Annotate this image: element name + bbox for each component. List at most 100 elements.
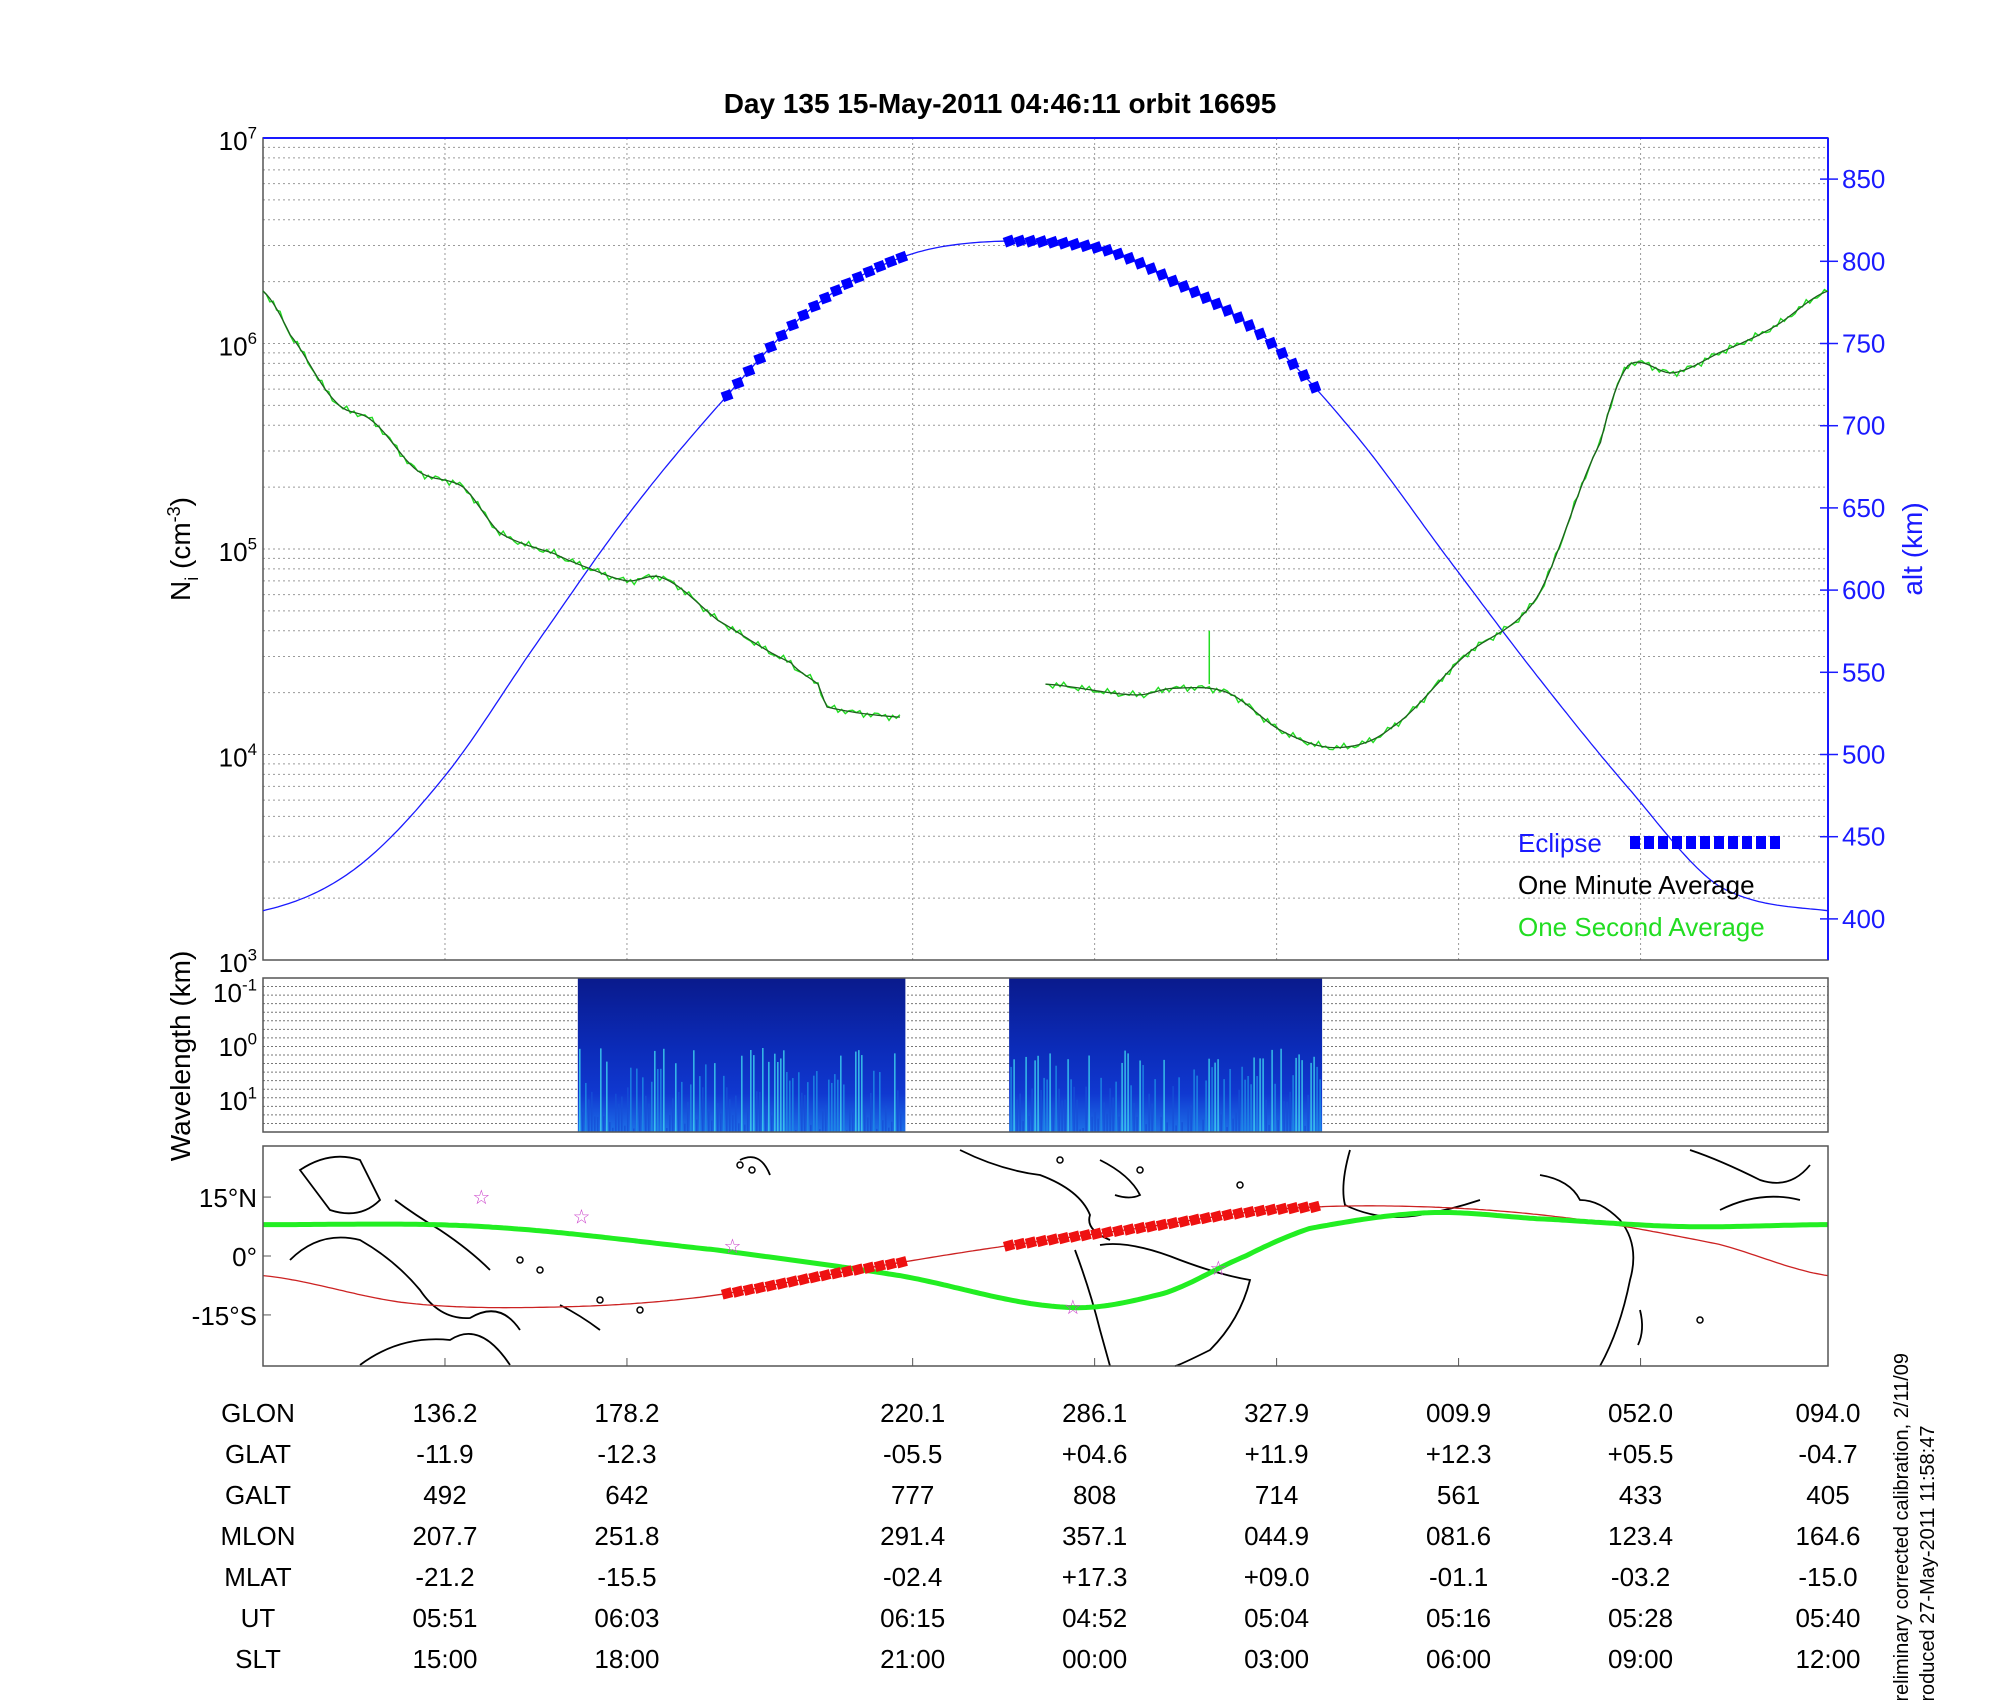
table-cell: 178.2 [594,1398,659,1428]
eclipse-marker [884,255,898,269]
eclipse-marker-map [1188,1213,1201,1226]
legend-eclipse-marker [1644,836,1654,849]
coastline [1689,1149,1811,1184]
coastline [739,1156,771,1176]
eclipse-marker [1144,262,1158,276]
legend-eclipse-marker [1770,836,1780,849]
table-cell: 06:15 [880,1603,945,1633]
y-tick-label: 105 [219,534,257,567]
right-tick-label: 450 [1842,822,1885,852]
table-cell: -04.7 [1798,1439,1857,1469]
star-marker: ☆ [1209,1258,1227,1280]
table-cell: -05.5 [883,1439,942,1469]
right-tick-label: 600 [1842,575,1885,605]
island [516,1256,524,1264]
eclipse-marker-map [1286,1201,1300,1215]
eclipse-marker-map [1265,1203,1278,1216]
table-cell: 136.2 [412,1398,477,1428]
table-cell: 433 [1619,1480,1662,1510]
table-cell: 044.9 [1244,1521,1309,1551]
table-cell: +09.0 [1244,1562,1310,1592]
eclipse-marker [1231,311,1245,325]
one-minute-average-line [262,290,900,718]
eclipse-marker-map [862,1261,876,1274]
legend-eclipse-marker [1756,836,1766,849]
eclipse-marker [742,364,756,378]
eclipse-marker [1035,235,1049,248]
eclipse-marker [797,308,810,322]
table-row-label: MLON [220,1521,295,1551]
eclipse-marker [764,340,778,354]
map-y-tick-label: 15°N [199,1183,257,1213]
coastline [1099,1243,1252,1367]
coastline [1074,1249,1111,1367]
table-cell: 327.9 [1244,1398,1309,1428]
legend-eclipse-marker [1686,836,1696,849]
table-cell: -12.3 [597,1439,656,1469]
table-cell: 081.6 [1426,1521,1491,1551]
spectrogram-y-tick-label: 101 [219,1083,257,1116]
eclipse-marker-map [775,1277,788,1290]
table-cell: -15.0 [1798,1562,1857,1592]
eclipse-marker-map [873,1259,887,1273]
eclipse-marker [829,284,843,297]
eclipse-marker [1133,256,1147,270]
coastline [1637,1309,1643,1346]
star-marker: ☆ [724,1236,742,1258]
island [1696,1316,1704,1324]
footer: Preliminary corrected calibration, 2/11/… [1891,1353,1939,1700]
eclipse-marker [1100,243,1114,257]
eclipse-marker-map [1308,1200,1321,1214]
eclipse-marker-map [1079,1229,1092,1242]
table-row-label: UT [241,1603,276,1633]
island [736,1161,744,1169]
eclipse-marker [1111,247,1125,261]
island [748,1166,756,1174]
legend-eclipse-marker [1714,836,1724,849]
table-cell: 714 [1255,1480,1298,1510]
table-cell: 06:00 [1426,1644,1491,1674]
density-panel: 103 104 105 106 107 400 450 500 550 600 650 700 750 8… [164,123,1928,978]
table-row-label: GLON [221,1398,295,1428]
table-cell: -02.4 [883,1562,942,1592]
eclipse-marker [1242,319,1256,332]
eclipse-marker [720,389,734,403]
eclipse-marker [1297,369,1311,382]
eclipse-marker [1188,285,1202,299]
coastline [1539,1174,1635,1367]
right-tick-label: 850 [1842,164,1885,194]
eclipse-marker [753,352,767,366]
star-marker: ☆ [472,1187,490,1209]
y-tick-label: 104 [219,740,257,773]
one-second-average-line [1045,288,1829,751]
eclipse-marker [873,259,887,273]
coastline [289,1236,521,1331]
y-tick-label: 106 [219,329,257,362]
table-cell: 12:00 [1795,1644,1860,1674]
eclipse-marker-map [1035,1234,1048,1248]
table-cell: 18:00 [594,1644,659,1674]
ground-track-map-panel: ☆ ☆ ☆ ☆ ☆ 15°N 0° -15°S [192,1145,1829,1367]
eclipse-marker [1046,235,1060,249]
coastline [359,1332,511,1366]
table-cell: 405 [1806,1480,1849,1510]
table-cell: 220.1 [880,1398,945,1428]
coastline [559,1304,601,1331]
table-row-label: GLAT [225,1439,291,1469]
table-cell: 094.0 [1795,1398,1860,1428]
y-axis-label-right: alt (km) [1897,502,1928,595]
eclipse-marker [775,329,789,343]
eclipse-marker [1090,241,1103,254]
eclipse-marker-map [764,1279,777,1292]
coastline [1099,1159,1142,1199]
spectrogram-panel: 10-1 100 101 Wavelength (km) [165,951,1829,1161]
eclipse-marker-map [1134,1221,1147,1235]
orbit-parameter-table: GLON 136.2 178.2 220.1 286.1 327.9 009.9 052.0 0… [220,1398,1860,1674]
ground-track-line [263,1210,1828,1311]
right-tick-label: 650 [1842,493,1885,523]
table-cell: 642 [605,1480,648,1510]
table-cell: 123.4 [1608,1521,1673,1551]
table-cell: 808 [1073,1480,1116,1510]
eclipse-marker-map [1123,1223,1136,1236]
eclipse-marker-map [731,1285,745,1298]
